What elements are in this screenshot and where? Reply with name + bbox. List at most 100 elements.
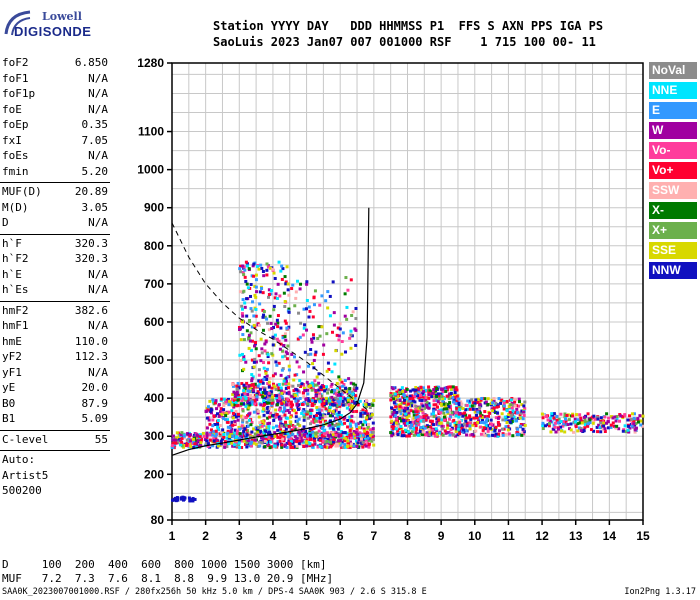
- echo-point: [265, 367, 269, 371]
- echo-point: [237, 412, 241, 416]
- echo-point: [300, 439, 304, 443]
- echo-point: [548, 419, 552, 423]
- echo-point: [454, 434, 458, 438]
- echo-point: [515, 407, 519, 411]
- echo-point: [261, 315, 265, 319]
- echo-point: [247, 384, 251, 388]
- echo-point: [542, 413, 546, 417]
- echo-point: [583, 426, 587, 430]
- logo-arc-icon: [4, 10, 31, 36]
- echo-point: [247, 406, 251, 410]
- echo-point: [237, 436, 241, 440]
- echo-point: [492, 406, 496, 410]
- echo-point: [287, 368, 291, 372]
- echo-point: [632, 412, 636, 416]
- echo-point: [437, 397, 441, 401]
- echo-point: [334, 408, 338, 412]
- echo-point: [521, 417, 525, 421]
- x-tick-label: 8: [404, 529, 411, 543]
- param-value: N/A: [88, 365, 108, 379]
- echo-point: [292, 396, 296, 400]
- echo-point: [243, 275, 247, 279]
- echo-point: [306, 392, 310, 396]
- echo-point: [193, 442, 197, 446]
- echo-point: [334, 349, 338, 353]
- echo-point: [606, 426, 610, 430]
- echo-point: [298, 282, 302, 286]
- echo-point: [313, 289, 317, 293]
- echo-point: [291, 384, 295, 388]
- echo-point: [521, 427, 525, 431]
- echo-point: [546, 418, 550, 422]
- echo-point: [517, 397, 521, 401]
- echo-point: [272, 304, 276, 308]
- param-value: 55: [94, 432, 108, 446]
- echo-point: [313, 442, 317, 446]
- echo-point: [217, 428, 221, 432]
- echo-point: [423, 426, 427, 430]
- echo-point: [305, 412, 309, 416]
- echo-point: [266, 411, 270, 415]
- echo-point: [239, 264, 243, 268]
- echo-point: [509, 414, 513, 418]
- echo-point: [321, 435, 325, 439]
- echo-point: [341, 331, 345, 335]
- echo-point: [489, 418, 493, 422]
- echo-point: [437, 431, 441, 435]
- echo-point: [276, 399, 280, 403]
- echo-point: [283, 332, 287, 336]
- echo-point: [576, 429, 580, 433]
- echo-point: [276, 401, 280, 405]
- echo-point: [282, 400, 286, 404]
- echo-point: [304, 397, 308, 401]
- echo-point: [248, 401, 252, 405]
- echo-point: [426, 416, 430, 420]
- echo-point: [284, 382, 288, 386]
- echo-point: [244, 442, 248, 446]
- param-label: hmE: [2, 334, 22, 348]
- param-row: MUF(D) 20.89: [0, 185, 112, 201]
- echo-point: [277, 393, 281, 397]
- echo-point: [269, 440, 273, 444]
- echo-point: [284, 282, 288, 286]
- param-label: C-level: [2, 432, 49, 446]
- echo-point: [318, 416, 322, 420]
- echo-point: [341, 403, 345, 407]
- echo-point: [214, 432, 218, 436]
- muf-curve: [171, 222, 368, 410]
- echo-point: [479, 425, 483, 429]
- echo-point: [292, 378, 296, 382]
- echo-point: [553, 413, 557, 417]
- echo-point: [179, 443, 183, 447]
- echo-point: [306, 388, 310, 392]
- echo-point: [501, 418, 505, 422]
- echo-point: [410, 409, 414, 413]
- echo-point: [209, 428, 213, 432]
- echo-point: [297, 311, 301, 315]
- echo-point: [266, 427, 270, 431]
- echo-point: [326, 391, 330, 395]
- echo-point: [239, 358, 243, 362]
- echo-point: [246, 429, 250, 433]
- echo-point: [440, 418, 444, 422]
- echo-point: [464, 419, 468, 423]
- echo-point: [502, 401, 506, 405]
- echo-point: [556, 430, 560, 434]
- param-row: h`F 320.3: [0, 237, 112, 253]
- echo-point: [442, 397, 446, 401]
- echo-point: [441, 424, 445, 428]
- echo-point: [276, 442, 280, 446]
- echo-point: [574, 413, 578, 417]
- echo-point: [307, 315, 311, 319]
- digisonde-logo: Lowell DIGISONDE: [2, 8, 112, 48]
- echo-point: [251, 388, 255, 392]
- echo-point: [468, 433, 472, 437]
- echo-point: [449, 385, 453, 389]
- echo-point: [295, 437, 299, 441]
- echo-point: [370, 439, 374, 443]
- echo-point: [623, 413, 627, 417]
- x-tick-label: 5: [303, 529, 310, 543]
- echo-point: [256, 384, 260, 388]
- echo-point: [298, 335, 302, 339]
- echo-point: [312, 303, 316, 307]
